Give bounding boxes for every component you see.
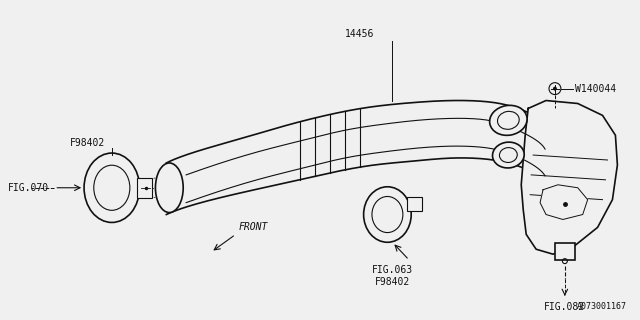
Text: 14456: 14456 [345, 29, 374, 39]
Text: FIG.070: FIG.070 [8, 183, 49, 193]
Circle shape [553, 87, 557, 91]
Ellipse shape [84, 153, 140, 222]
Ellipse shape [156, 163, 183, 212]
Text: FIG.082: FIG.082 [544, 302, 586, 312]
Text: F98402: F98402 [375, 277, 410, 287]
FancyBboxPatch shape [555, 243, 575, 260]
FancyBboxPatch shape [136, 178, 152, 198]
Text: W140044: W140044 [575, 84, 616, 94]
Polygon shape [521, 100, 618, 254]
Ellipse shape [364, 187, 412, 242]
FancyBboxPatch shape [407, 197, 422, 211]
Text: F98402: F98402 [69, 138, 105, 148]
Text: FIG.063: FIG.063 [372, 265, 413, 275]
Polygon shape [166, 100, 558, 214]
Text: FRONT: FRONT [239, 222, 268, 232]
Circle shape [549, 83, 561, 95]
Text: A073001167: A073001167 [577, 302, 627, 311]
Polygon shape [186, 118, 545, 203]
Ellipse shape [490, 105, 527, 135]
Ellipse shape [493, 142, 524, 168]
Polygon shape [540, 185, 588, 220]
